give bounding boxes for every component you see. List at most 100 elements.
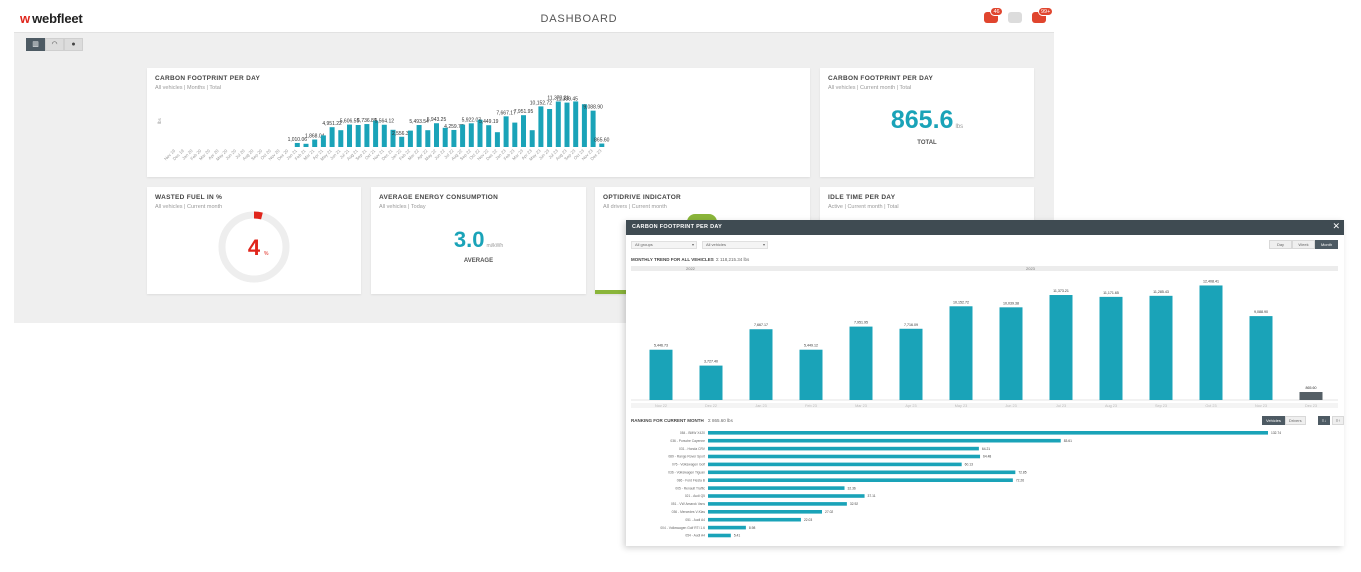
chart-bar [434,123,439,147]
chart-bar [294,142,300,147]
chart-bar [425,130,431,147]
close-icon[interactable]: ✕ [1332,221,1340,231]
trend-bar [949,306,973,400]
energy-unit: mi/kWh [486,243,504,249]
trend-bar [649,349,673,400]
ranking-category: 036 - Volkswagen Tiguan [668,471,705,475]
mail-icon[interactable] [1008,12,1022,23]
chart-bar [381,124,387,147]
energy-value: 3.0 mi/kWh [371,227,586,253]
card-title: AVERAGE ENERGY CONSUMPTION [379,194,499,201]
ranking-value: 83.61 [1064,439,1072,443]
data-label: 5,736.89 [357,118,377,124]
data-label: 5,943.25 [427,117,447,123]
energy-number: 3.0 [453,227,485,252]
trend-total-value: 118,215.34 lbs [720,257,750,262]
data-label: 5,606.55 [340,119,360,125]
data-label: 2,556.37 [392,131,412,137]
chart-bar [599,143,605,147]
logo-text: webfleet [32,11,83,26]
chart-bar [399,136,405,147]
period-week[interactable]: Week [1292,240,1315,249]
data-label: 11,373.21 [1053,289,1069,293]
data-label: 7,716.09 [904,323,918,327]
chart-bar [373,120,379,147]
notification-badge: 99+ [1038,7,1054,16]
ranking-bar [708,502,847,506]
user-icon[interactable]: ● [64,38,83,51]
data-label: 5,449.12 [804,344,818,348]
headset-icon[interactable]: ◠ [45,38,64,51]
data-label: 12,408.41 [1203,279,1219,283]
chart-bar [503,116,509,147]
modal-title: CARBON FOOTPRINT PER DAY [632,224,723,230]
sort-asc-icon[interactable]: ≡↑ [1332,416,1344,425]
alert-icon[interactable]: 99+ [1032,7,1054,23]
period-day[interactable]: Day [1269,240,1292,249]
energy-consumption-card[interactable]: AVERAGE ENERGY CONSUMPTION All vehicles … [371,187,586,294]
data-label: 11,285.43 [1153,290,1169,294]
sort-desc-icon[interactable]: ≡↓ [1318,416,1330,425]
ranking-value: 32.36 [848,486,856,490]
energy-label: AVERAGE [463,258,494,264]
group-select[interactable]: All groups ▾ [631,241,697,249]
ranking-drivers-tab[interactable]: Drivers [1284,416,1306,425]
view-toolbar: ▥ ◠ ● [26,38,83,51]
ranking-category: 036 - Mercedes V-Klas [672,510,706,514]
data-label: 7,951.95 [514,109,534,115]
ranking-value: 64.48 [983,455,991,459]
ranking-bar [708,517,801,522]
ranking-bar [708,470,1016,475]
period-month[interactable]: Month [1315,240,1338,249]
chart-bar [573,101,579,147]
bar-chart-icon[interactable]: ▥ [26,38,45,51]
total-label: TOTAL [917,140,937,146]
gauge-fill [218,211,290,283]
chart-bar [529,130,535,147]
page-title: DASHBOARD [540,13,618,25]
chat-icon[interactable]: 46 [984,7,1003,23]
chart-bar [547,109,553,147]
ranking-title: RANKING FOR CURRENT MONTH [631,418,704,423]
ranking-vehicles-tab[interactable]: Vehicles [1262,416,1285,425]
carbon-total-card[interactable]: CARBON FOOTPRINT PER DAY All vehicles | … [820,68,1034,177]
carbon-footprint-card[interactable]: CARBON FOOTPRINT PER DAY All vehicles | … [147,68,810,177]
ranking-category: 021 - Audi Q5 [685,494,705,498]
ranking-bar [708,431,1268,435]
ranking-bar [708,533,731,538]
navigator-strip [631,266,1338,271]
optidrive-gauge [687,214,717,222]
trend-bar [1099,296,1123,400]
total-unit: lbs [955,124,964,130]
ranking-bar [708,478,1013,482]
card-subtitle: All drivers | Current month [603,204,667,210]
carbon-footprint-modal: CARBON FOOTPRINT PER DAY ✕ All groups ▾ A… [626,220,1344,546]
ranking-category: 031 - Honda CRV [679,447,706,451]
card-title: IDLE TIME PER DAY [828,194,896,201]
ranking-bar [708,462,962,467]
ranking-toggle: Vehicles Drivers [1262,416,1306,425]
chart-bar [355,125,361,147]
vehicle-select-value: All vehicles [706,242,727,247]
webfleet-logo[interactable]: w webfleet [20,11,83,26]
ranking-category: 005 - Renault Traffic [675,486,705,490]
wasted-fuel-card[interactable]: WASTED FUEL IN % All vehicles | Current … [147,187,361,294]
trend-bar [899,328,923,400]
data-label: 11,373.21 [547,96,569,102]
chart-bar [347,124,352,147]
sort-controls: ≡↓ ≡↑ [1316,416,1344,425]
chart-bar [564,102,570,147]
chevron-down-icon: ▾ [762,242,765,247]
year-label: 2022 [686,266,696,271]
ranking-category: 054 - Audi A4 [685,534,705,538]
data-label: 10,152.72 [953,300,969,304]
chart-bar [494,132,500,147]
ranking-bar [708,525,746,530]
card-title: WASTED FUEL IN % [155,194,223,201]
chart-bar [581,104,587,147]
ranking-total-value: 865.60 lbs [712,418,733,423]
data-label: 9,088.90 [583,105,603,111]
ranking-bar [708,454,981,459]
vehicle-select[interactable]: All vehicles ▾ [702,241,768,249]
